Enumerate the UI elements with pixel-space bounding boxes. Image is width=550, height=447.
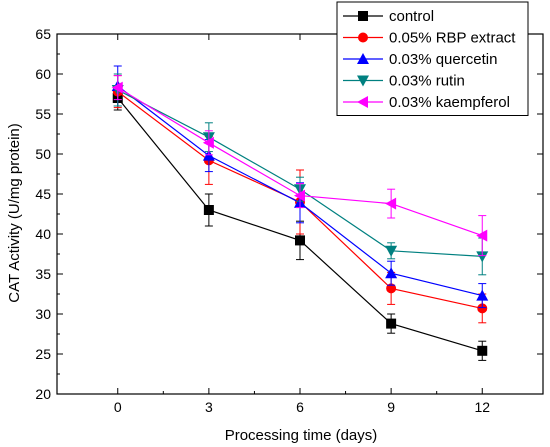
x-tick-label: 6 [296, 399, 304, 415]
legend-marker [357, 53, 369, 64]
data-point [477, 345, 488, 356]
data-point [386, 318, 397, 329]
axes: 0 3 6 9 12 20 25 30 35 40 45 50 55 60 65 [35, 26, 544, 415]
legend-marker [357, 75, 369, 87]
data-point [476, 229, 488, 242]
legend-marker [358, 32, 368, 43]
legend-label: 0.03% kaempferol [389, 94, 510, 111]
x-axis-title: Processing time (days) [225, 427, 378, 444]
data-point [203, 205, 214, 215]
data-point [385, 245, 398, 257]
x-tick-label: 3 [205, 399, 213, 415]
legend-label: 0.03% rutin [389, 73, 465, 90]
y-tick-label: 60 [35, 66, 51, 82]
data-point [476, 251, 489, 263]
x-tick-label: 0 [114, 399, 122, 415]
x-tick-label: 9 [387, 399, 395, 415]
legend-label: 0.05% RBP extract [389, 30, 516, 47]
legend-label: control [389, 8, 434, 25]
y-tick-label: 55 [35, 106, 51, 122]
plot-area [111, 65, 489, 361]
data-point [111, 81, 123, 94]
data-point [476, 289, 489, 301]
y-tick-label: 40 [35, 226, 51, 242]
y-tick-label: 20 [35, 386, 51, 402]
y-tick-label: 35 [35, 266, 51, 282]
legend: control 0.05% RBP extract 0.03% quercetin 0… [336, 1, 529, 116]
y-tick-label: 65 [35, 26, 51, 42]
data-point [386, 283, 397, 294]
data-point [477, 303, 488, 314]
data-point [202, 136, 214, 149]
data-point [385, 197, 397, 210]
x-tick-label: 12 [474, 399, 490, 415]
y-tick-label: 30 [35, 306, 51, 322]
y-tick-label: 25 [35, 346, 51, 362]
legend-marker [357, 96, 368, 108]
y-axis-title: CAT Activity (U/mg protein) [6, 123, 23, 303]
data-point [295, 235, 305, 246]
series-4 [111, 75, 488, 257]
data-point [294, 189, 305, 202]
legend-marker [358, 11, 368, 21]
data-point [385, 267, 398, 279]
y-tick-label: 50 [35, 146, 51, 162]
legend-label: 0.03% quercetin [389, 51, 497, 68]
y-tick-label: 45 [35, 186, 51, 202]
